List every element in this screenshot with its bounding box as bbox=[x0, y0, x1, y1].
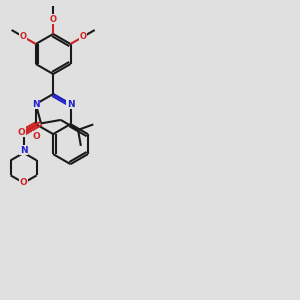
Text: O: O bbox=[50, 15, 57, 24]
Text: N: N bbox=[20, 146, 28, 155]
Text: N: N bbox=[67, 100, 74, 109]
Text: O: O bbox=[80, 32, 87, 41]
Text: O: O bbox=[20, 178, 28, 188]
Text: O: O bbox=[33, 132, 40, 141]
Text: O: O bbox=[20, 32, 27, 41]
Text: N: N bbox=[32, 100, 40, 109]
Text: O: O bbox=[18, 128, 26, 137]
